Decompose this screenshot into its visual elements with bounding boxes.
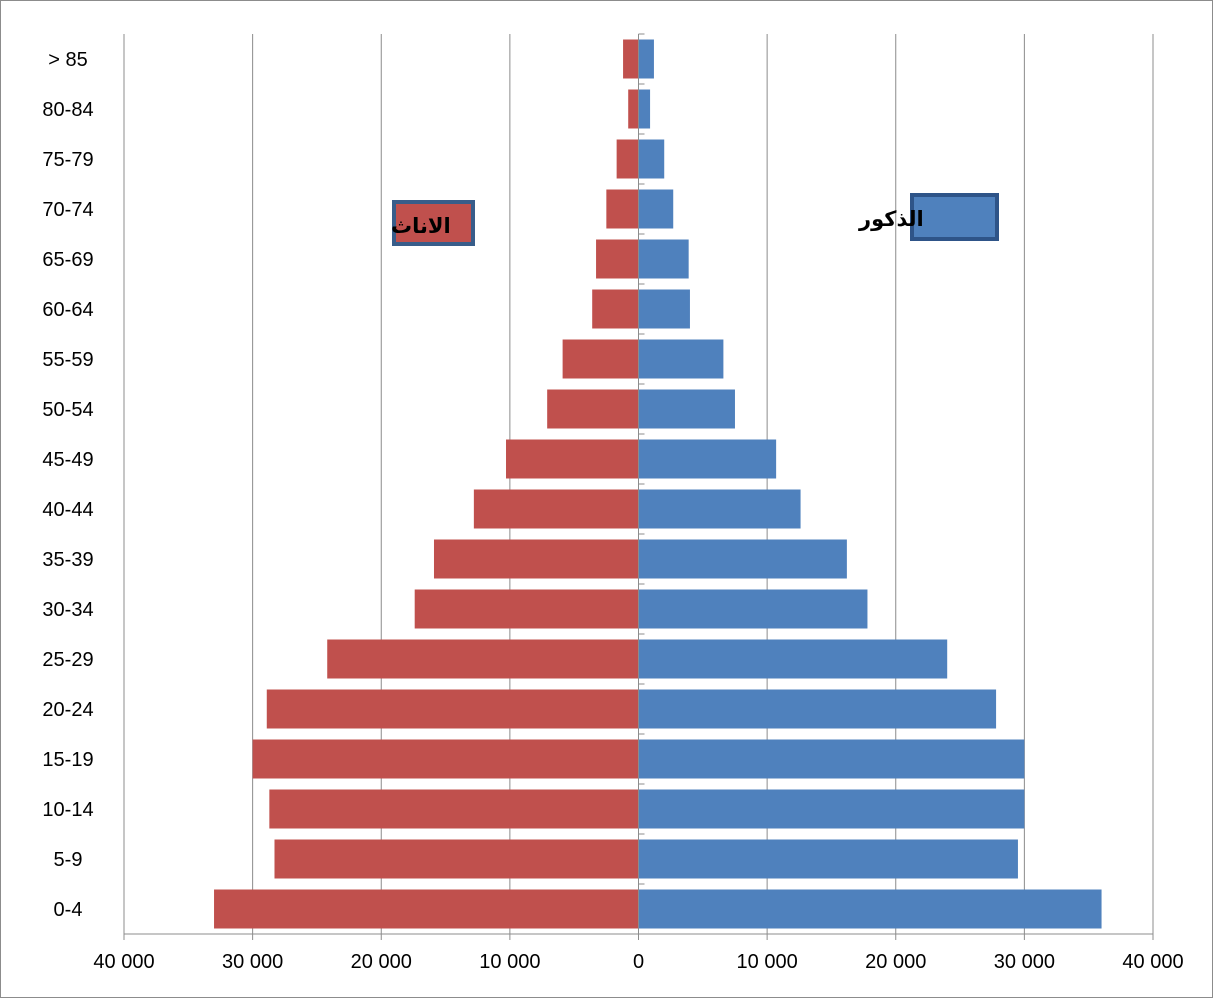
y-category-label-1: 5-9: [54, 849, 83, 871]
bar-right-16: [638, 89, 651, 129]
bar-right-6: [638, 589, 868, 629]
x-tick-label-2: 20 000: [351, 951, 412, 973]
bar-left-12: [592, 289, 639, 329]
bar-left-3: [252, 739, 639, 779]
y-category-label-9: 45-49: [42, 449, 93, 471]
bar-right-15: [638, 139, 665, 179]
y-category-label-7: 35-39: [42, 549, 93, 571]
y-category-label-5: 25-29: [42, 649, 93, 671]
y-category-label-15: 75-79: [42, 149, 93, 171]
x-tick-label-3: 10 000: [479, 951, 540, 973]
bar-left-2: [269, 789, 639, 829]
bar-right-9: [638, 439, 777, 479]
x-tick-label-5: 10 000: [737, 951, 798, 973]
legend-entry-females: الاناث: [391, 200, 475, 246]
bar-right-12: [638, 289, 690, 329]
bar-right-4: [638, 689, 997, 729]
bar-left-17: [623, 39, 639, 79]
bar-left-6: [414, 589, 639, 629]
y-category-label-0: 0-4: [54, 899, 83, 921]
legend-entry-males: الذكور: [858, 193, 999, 241]
bar-left-8: [473, 489, 639, 529]
bar-right-8: [638, 489, 801, 529]
bar-right-3: [638, 739, 1025, 779]
legend-label-males: الذكور: [858, 207, 924, 231]
bar-left-9: [506, 439, 639, 479]
y-category-label-2: 10-14: [42, 799, 93, 821]
bar-left-16: [628, 89, 639, 129]
y-category-label-10: 50-54: [42, 399, 93, 421]
bars: [214, 39, 1102, 929]
gridlines: [123, 34, 1154, 934]
bar-right-2: [638, 789, 1025, 829]
x-tick-label-0: 40 000: [93, 951, 154, 973]
legend-swatch-males: [910, 193, 999, 241]
bar-left-15: [616, 139, 639, 179]
bar-left-1: [274, 839, 639, 879]
y-category-label-14: 70-74: [42, 199, 93, 221]
bar-left-14: [606, 189, 639, 229]
bar-right-5: [638, 639, 948, 679]
legend-label-females: الاناث: [391, 214, 451, 238]
y-category-label-3: 15-19: [42, 749, 93, 771]
x-tick-label-8: 40 000: [1122, 951, 1183, 973]
x-tick-label-6: 20 000: [865, 951, 926, 973]
y-category-label-12: 60-64: [42, 299, 93, 321]
legend: الذكور الاناث: [391, 193, 999, 246]
bar-left-10: [547, 389, 639, 429]
bar-left-13: [596, 239, 639, 279]
y-axis-labels: 0-4 5-9 10-14 15-19 20-24 25-29 30-34 35-39 40-4…: [42, 49, 93, 921]
y-category-label-4: 20-24: [42, 699, 93, 721]
y-category-label-11: 55-59: [42, 349, 93, 371]
y-category-label-13: 65-69: [42, 249, 93, 271]
x-tick-label-4: 0: [633, 951, 644, 973]
bar-right-17: [638, 39, 654, 79]
bar-right-14: [638, 189, 674, 229]
x-tick-label-7: 30 000: [994, 951, 1055, 973]
x-tick-label-1: 30 000: [222, 951, 283, 973]
bar-left-0: [214, 889, 639, 929]
bar-left-4: [266, 689, 639, 729]
bar-right-0: [638, 889, 1102, 929]
bar-left-11: [562, 339, 639, 379]
y-category-label-17: > 85: [48, 49, 87, 71]
bar-right-10: [638, 389, 735, 429]
bar-right-7: [638, 539, 847, 579]
bar-right-1: [638, 839, 1018, 879]
bar-left-5: [327, 639, 639, 679]
y-category-label-8: 40-44: [42, 499, 93, 521]
bar-left-7: [433, 539, 639, 579]
legend-swatch-females: [392, 200, 475, 246]
y-category-label-16: 80-84: [42, 99, 93, 121]
x-axis-ticks: 40 000 30 000 20 000 10 000 0 10 000 20 000 30 …: [93, 934, 1184, 973]
bar-right-13: [638, 239, 689, 279]
bar-right-11: [638, 339, 724, 379]
y-category-label-6: 30-34: [42, 599, 93, 621]
